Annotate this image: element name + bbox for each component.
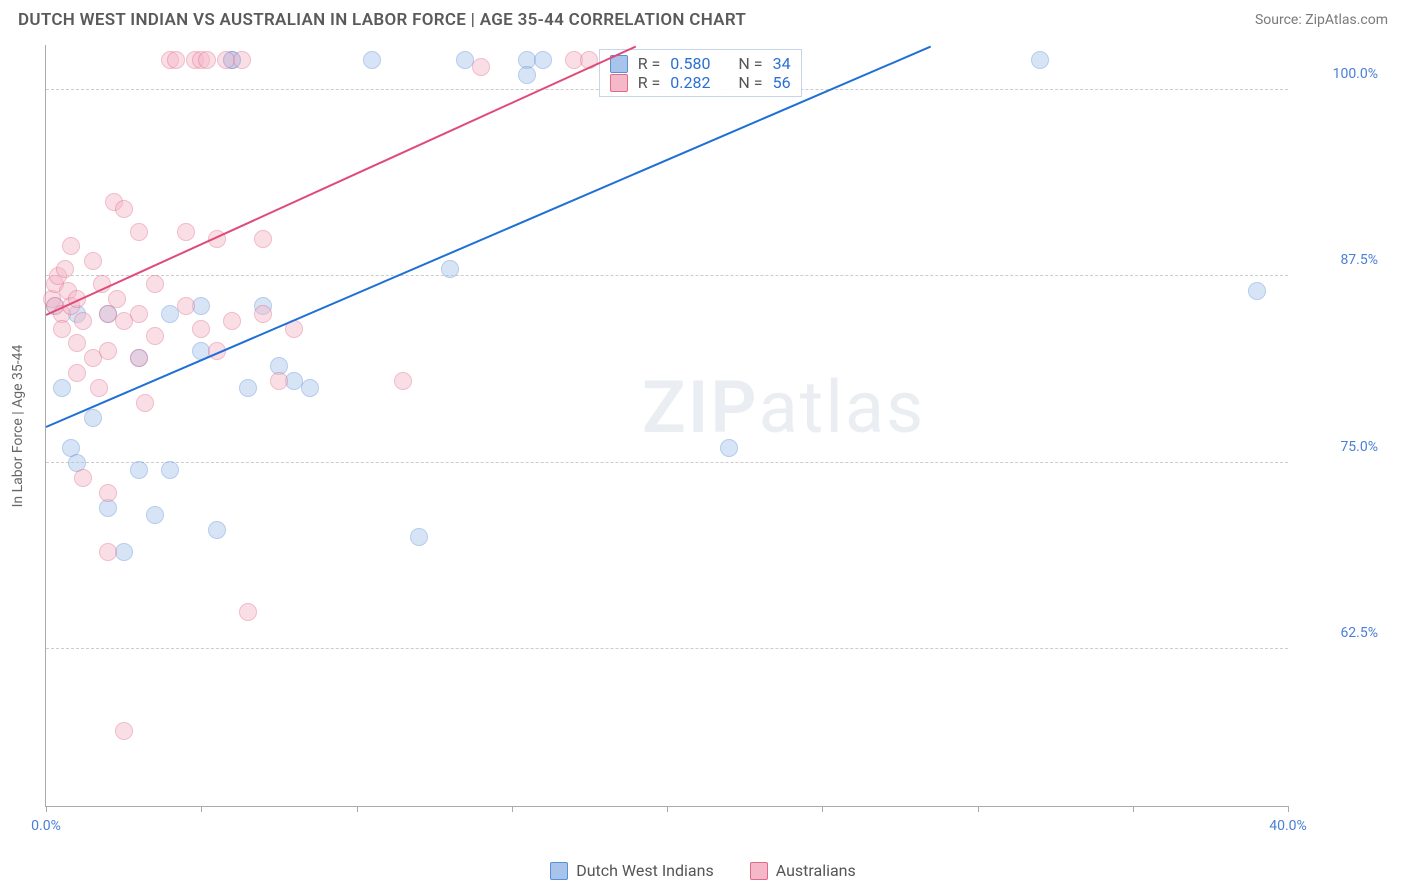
legend-swatch: [750, 862, 768, 880]
scatter-point: [472, 58, 490, 76]
scatter-point: [62, 237, 80, 255]
scatter-point: [90, 379, 108, 397]
scatter-point: [115, 543, 133, 561]
stat-label: R =: [638, 73, 661, 92]
scatter-point: [68, 364, 86, 382]
x-tick: [978, 806, 979, 812]
scatter-point: [146, 275, 164, 293]
legend-item: Dutch West Indians: [550, 861, 714, 880]
scatter-point: [410, 528, 428, 546]
watermark: ZIPatlas: [642, 365, 925, 450]
scatter-point: [363, 51, 381, 69]
y-tick-label: 87.5%: [1340, 252, 1378, 268]
plot-area: In Labor Force | Age 35-44 62.5%75.0%87.…: [45, 45, 1288, 807]
x-tick: [822, 806, 823, 812]
x-tick-label: 40.0%: [1269, 818, 1307, 834]
scatter-point: [254, 305, 272, 323]
scatter-point: [115, 200, 133, 218]
scatter-point: [68, 334, 86, 352]
r-value: 0.282: [670, 73, 710, 92]
x-tick-label: 0.0%: [31, 818, 61, 834]
x-tick: [1288, 806, 1289, 812]
scatter-point: [74, 312, 92, 330]
stats-row: R = 0.282 N = 56: [610, 73, 791, 92]
scatter-point: [270, 372, 288, 390]
gridline: [46, 462, 1288, 463]
x-tick: [512, 806, 513, 812]
n-value: 34: [773, 54, 791, 73]
scatter-point: [130, 305, 148, 323]
scatter-point: [53, 320, 71, 338]
y-axis-title: In Labor Force | Age 35-44: [10, 344, 26, 507]
x-tick: [201, 806, 202, 812]
scatter-point: [53, 379, 71, 397]
scatter-point: [161, 461, 179, 479]
y-tick-label: 75.0%: [1340, 439, 1378, 455]
y-tick-label: 100.0%: [1333, 66, 1378, 82]
gridline: [46, 275, 1288, 276]
scatter-point: [198, 51, 216, 69]
scatter-point: [518, 66, 536, 84]
legend-label: Dutch West Indians: [576, 861, 714, 880]
scatter-point: [720, 439, 738, 457]
scatter-point: [239, 603, 257, 621]
series-swatch: [610, 74, 628, 92]
scatter-point: [167, 51, 185, 69]
scatter-point: [146, 327, 164, 345]
x-tick: [1133, 806, 1134, 812]
y-tick-label: 62.5%: [1340, 625, 1378, 641]
scatter-point: [130, 349, 148, 367]
r-value: 0.580: [670, 54, 710, 73]
scatter-point: [99, 342, 117, 360]
scatter-point: [534, 51, 552, 69]
legend-item: Australians: [750, 861, 856, 880]
scatter-point: [56, 260, 74, 278]
legend: Dutch West Indians Australians: [0, 861, 1406, 880]
scatter-point: [130, 223, 148, 241]
scatter-point: [1031, 51, 1049, 69]
scatter-point: [239, 379, 257, 397]
scatter-point: [177, 297, 195, 315]
scatter-point: [130, 461, 148, 479]
scatter-point: [177, 223, 195, 241]
stats-row: R = 0.580 N = 34: [610, 54, 791, 73]
scatter-point: [136, 394, 154, 412]
scatter-point: [223, 312, 241, 330]
chart-header: DUTCH WEST INDIAN VS AUSTRALIAN IN LABOR…: [0, 0, 1406, 36]
source-attribution: Source: ZipAtlas.com: [1255, 12, 1388, 28]
gridline: [46, 648, 1288, 649]
chart-container: In Labor Force | Age 35-44 62.5%75.0%87.…: [45, 45, 1388, 837]
scatter-point: [74, 469, 92, 487]
scatter-point: [84, 252, 102, 270]
n-value: 56: [773, 73, 791, 92]
scatter-point: [115, 722, 133, 740]
scatter-point: [192, 320, 210, 338]
scatter-point: [192, 297, 210, 315]
stat-label: N =: [738, 54, 762, 73]
x-tick: [357, 806, 358, 812]
scatter-point: [146, 506, 164, 524]
chart-title: DUTCH WEST INDIAN VS AUSTRALIAN IN LABOR…: [18, 10, 746, 30]
scatter-point: [99, 484, 117, 502]
scatter-point: [108, 290, 126, 308]
legend-label: Australians: [776, 861, 856, 880]
scatter-point: [84, 409, 102, 427]
legend-swatch: [550, 862, 568, 880]
scatter-point: [441, 260, 459, 278]
x-tick: [46, 806, 47, 812]
scatter-point: [301, 379, 319, 397]
scatter-point: [254, 230, 272, 248]
scatter-point: [1248, 282, 1266, 300]
correlation-stats-box: R = 0.580 N = 34 R = 0.282 N = 56: [599, 49, 802, 97]
x-tick: [667, 806, 668, 812]
stat-label: R =: [638, 54, 661, 73]
scatter-point: [208, 521, 226, 539]
stat-label: N =: [738, 73, 762, 92]
scatter-point: [233, 51, 251, 69]
scatter-point: [99, 543, 117, 561]
scatter-point: [394, 372, 412, 390]
